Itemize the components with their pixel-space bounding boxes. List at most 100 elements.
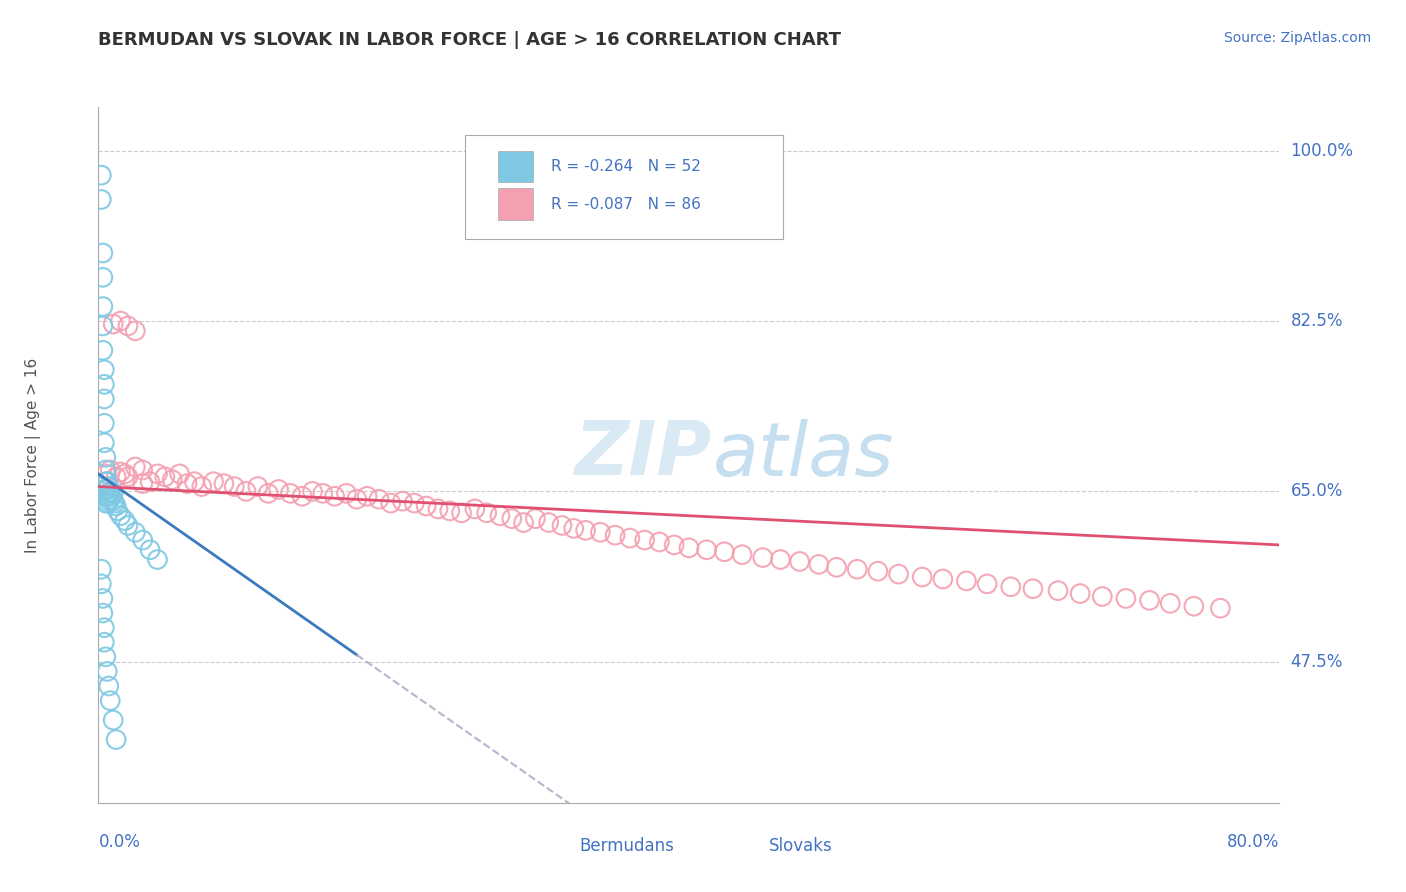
Point bbox=[464, 502, 486, 516]
Point bbox=[93, 635, 115, 649]
Point bbox=[911, 570, 934, 584]
Point bbox=[202, 475, 225, 489]
Point bbox=[100, 489, 122, 503]
Point bbox=[91, 300, 114, 314]
Point bbox=[475, 506, 498, 520]
Point bbox=[439, 504, 461, 518]
Point bbox=[246, 479, 269, 493]
Point bbox=[146, 552, 169, 566]
Point bbox=[574, 524, 596, 538]
Point bbox=[846, 562, 869, 576]
Text: Bermudans: Bermudans bbox=[579, 837, 673, 855]
Text: atlas: atlas bbox=[713, 419, 894, 491]
Point bbox=[301, 484, 323, 499]
Point bbox=[391, 494, 413, 508]
Point bbox=[94, 489, 117, 503]
Point bbox=[132, 463, 155, 477]
Point bbox=[93, 392, 115, 406]
Point bbox=[404, 496, 426, 510]
Point bbox=[1091, 590, 1114, 604]
Point bbox=[117, 318, 139, 333]
Point bbox=[124, 324, 146, 338]
Point bbox=[537, 516, 560, 530]
Point bbox=[105, 499, 128, 513]
Point bbox=[887, 567, 910, 582]
Point bbox=[107, 504, 129, 518]
Point bbox=[93, 417, 115, 431]
Text: R = -0.087   N = 86: R = -0.087 N = 86 bbox=[551, 196, 700, 211]
Point bbox=[93, 377, 115, 392]
Point bbox=[98, 693, 121, 707]
Point bbox=[678, 541, 700, 555]
Point bbox=[312, 486, 335, 500]
FancyBboxPatch shape bbox=[498, 188, 533, 219]
Point bbox=[713, 545, 735, 559]
Point bbox=[105, 470, 128, 484]
Point bbox=[91, 591, 114, 606]
Point bbox=[132, 476, 155, 491]
Text: 47.5%: 47.5% bbox=[1291, 653, 1343, 671]
Point bbox=[291, 489, 314, 503]
Point bbox=[94, 463, 117, 477]
Point bbox=[696, 542, 718, 557]
Point bbox=[90, 562, 112, 576]
Point bbox=[1046, 583, 1069, 598]
Point bbox=[825, 560, 848, 574]
Point bbox=[139, 542, 162, 557]
Point bbox=[751, 550, 773, 565]
Point bbox=[162, 473, 183, 487]
Point bbox=[278, 486, 302, 500]
Point bbox=[146, 467, 169, 481]
Point bbox=[1139, 593, 1161, 607]
Point bbox=[955, 574, 977, 588]
Point bbox=[93, 621, 115, 635]
Point bbox=[807, 558, 830, 572]
Text: Source: ZipAtlas.com: Source: ZipAtlas.com bbox=[1223, 31, 1371, 45]
Point bbox=[97, 679, 120, 693]
Point bbox=[450, 506, 472, 520]
Text: 0.0%: 0.0% bbox=[98, 833, 141, 851]
Point bbox=[94, 496, 117, 510]
Point bbox=[98, 463, 121, 477]
Point bbox=[91, 270, 114, 285]
Point bbox=[90, 193, 112, 207]
FancyBboxPatch shape bbox=[724, 830, 759, 862]
Point bbox=[103, 317, 125, 331]
Text: 82.5%: 82.5% bbox=[1291, 312, 1343, 330]
Point bbox=[124, 460, 146, 475]
Point bbox=[489, 508, 512, 523]
Point bbox=[1022, 582, 1045, 596]
Point bbox=[94, 475, 117, 489]
Point bbox=[117, 518, 139, 533]
Point bbox=[257, 486, 280, 500]
Point bbox=[323, 489, 346, 503]
Point bbox=[183, 475, 205, 489]
Text: BERMUDAN VS SLOVAK IN LABOR FORCE | AGE > 16 CORRELATION CHART: BERMUDAN VS SLOVAK IN LABOR FORCE | AGE … bbox=[98, 31, 841, 49]
Text: ZIP: ZIP bbox=[575, 418, 713, 491]
Point bbox=[93, 435, 115, 450]
Point bbox=[132, 533, 155, 547]
Point bbox=[91, 246, 114, 260]
Point bbox=[512, 516, 534, 530]
Point bbox=[91, 606, 114, 620]
Point bbox=[335, 486, 357, 500]
Point bbox=[191, 479, 214, 493]
Text: Slovaks: Slovaks bbox=[769, 837, 832, 855]
Point bbox=[562, 521, 585, 535]
Point bbox=[96, 496, 118, 510]
Point bbox=[114, 514, 136, 528]
Point bbox=[103, 494, 125, 508]
Point bbox=[124, 525, 146, 540]
Point bbox=[731, 548, 754, 562]
Point bbox=[97, 486, 120, 500]
Point bbox=[97, 494, 120, 508]
Point bbox=[94, 649, 117, 664]
Point bbox=[1182, 599, 1205, 614]
Point bbox=[356, 489, 378, 503]
Point bbox=[104, 496, 127, 510]
Point bbox=[648, 535, 671, 549]
Point bbox=[94, 467, 117, 481]
Point bbox=[139, 475, 162, 489]
Point bbox=[94, 450, 117, 465]
Point bbox=[380, 496, 402, 510]
